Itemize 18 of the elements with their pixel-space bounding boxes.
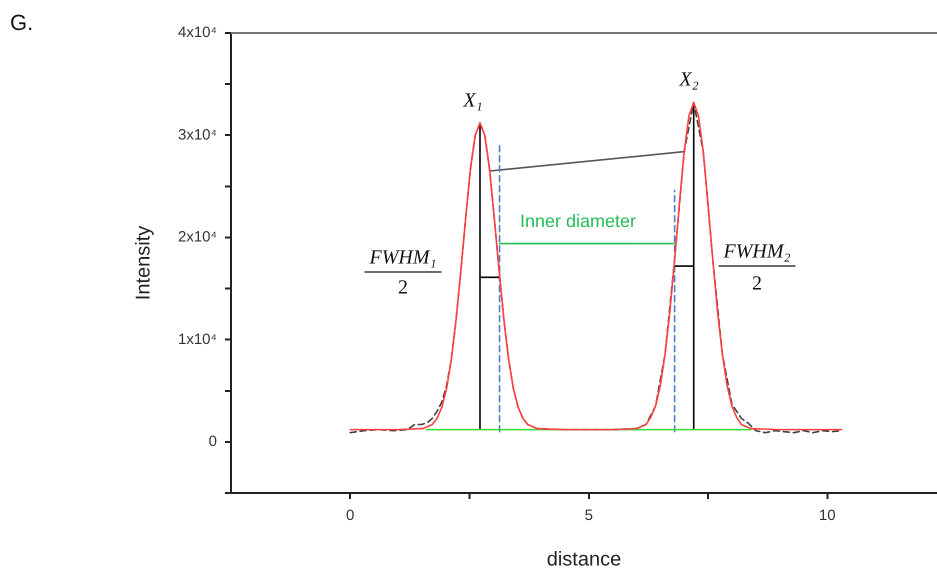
y-tick-label: 1x10⁴ bbox=[178, 330, 217, 348]
annotation: 2 bbox=[752, 272, 762, 294]
x-axis-title: distance bbox=[546, 548, 622, 571]
x-tick-label: 0 bbox=[346, 507, 354, 524]
text: G. bbox=[10, 10, 34, 36]
x-tick-label: 10 bbox=[818, 507, 836, 524]
annotation: FWHM₁ bbox=[368, 246, 436, 268]
y-tick-label: 3x10⁴ bbox=[178, 126, 217, 144]
annotation: X₁ bbox=[462, 89, 483, 112]
y-tick-label: 0 bbox=[208, 433, 217, 450]
annotation: X₂ bbox=[678, 68, 699, 90]
y-tick-label: 2x10⁴ bbox=[178, 228, 217, 246]
x-tick-label: 5 bbox=[584, 507, 593, 524]
annotation: 2 bbox=[398, 276, 408, 298]
y-axis-title: Intensity bbox=[132, 226, 155, 300]
y-tick-label: 4x10⁴ bbox=[178, 24, 217, 42]
annotation: FWHM₂ bbox=[722, 240, 791, 262]
annotation: Inner diameter bbox=[520, 210, 636, 231]
